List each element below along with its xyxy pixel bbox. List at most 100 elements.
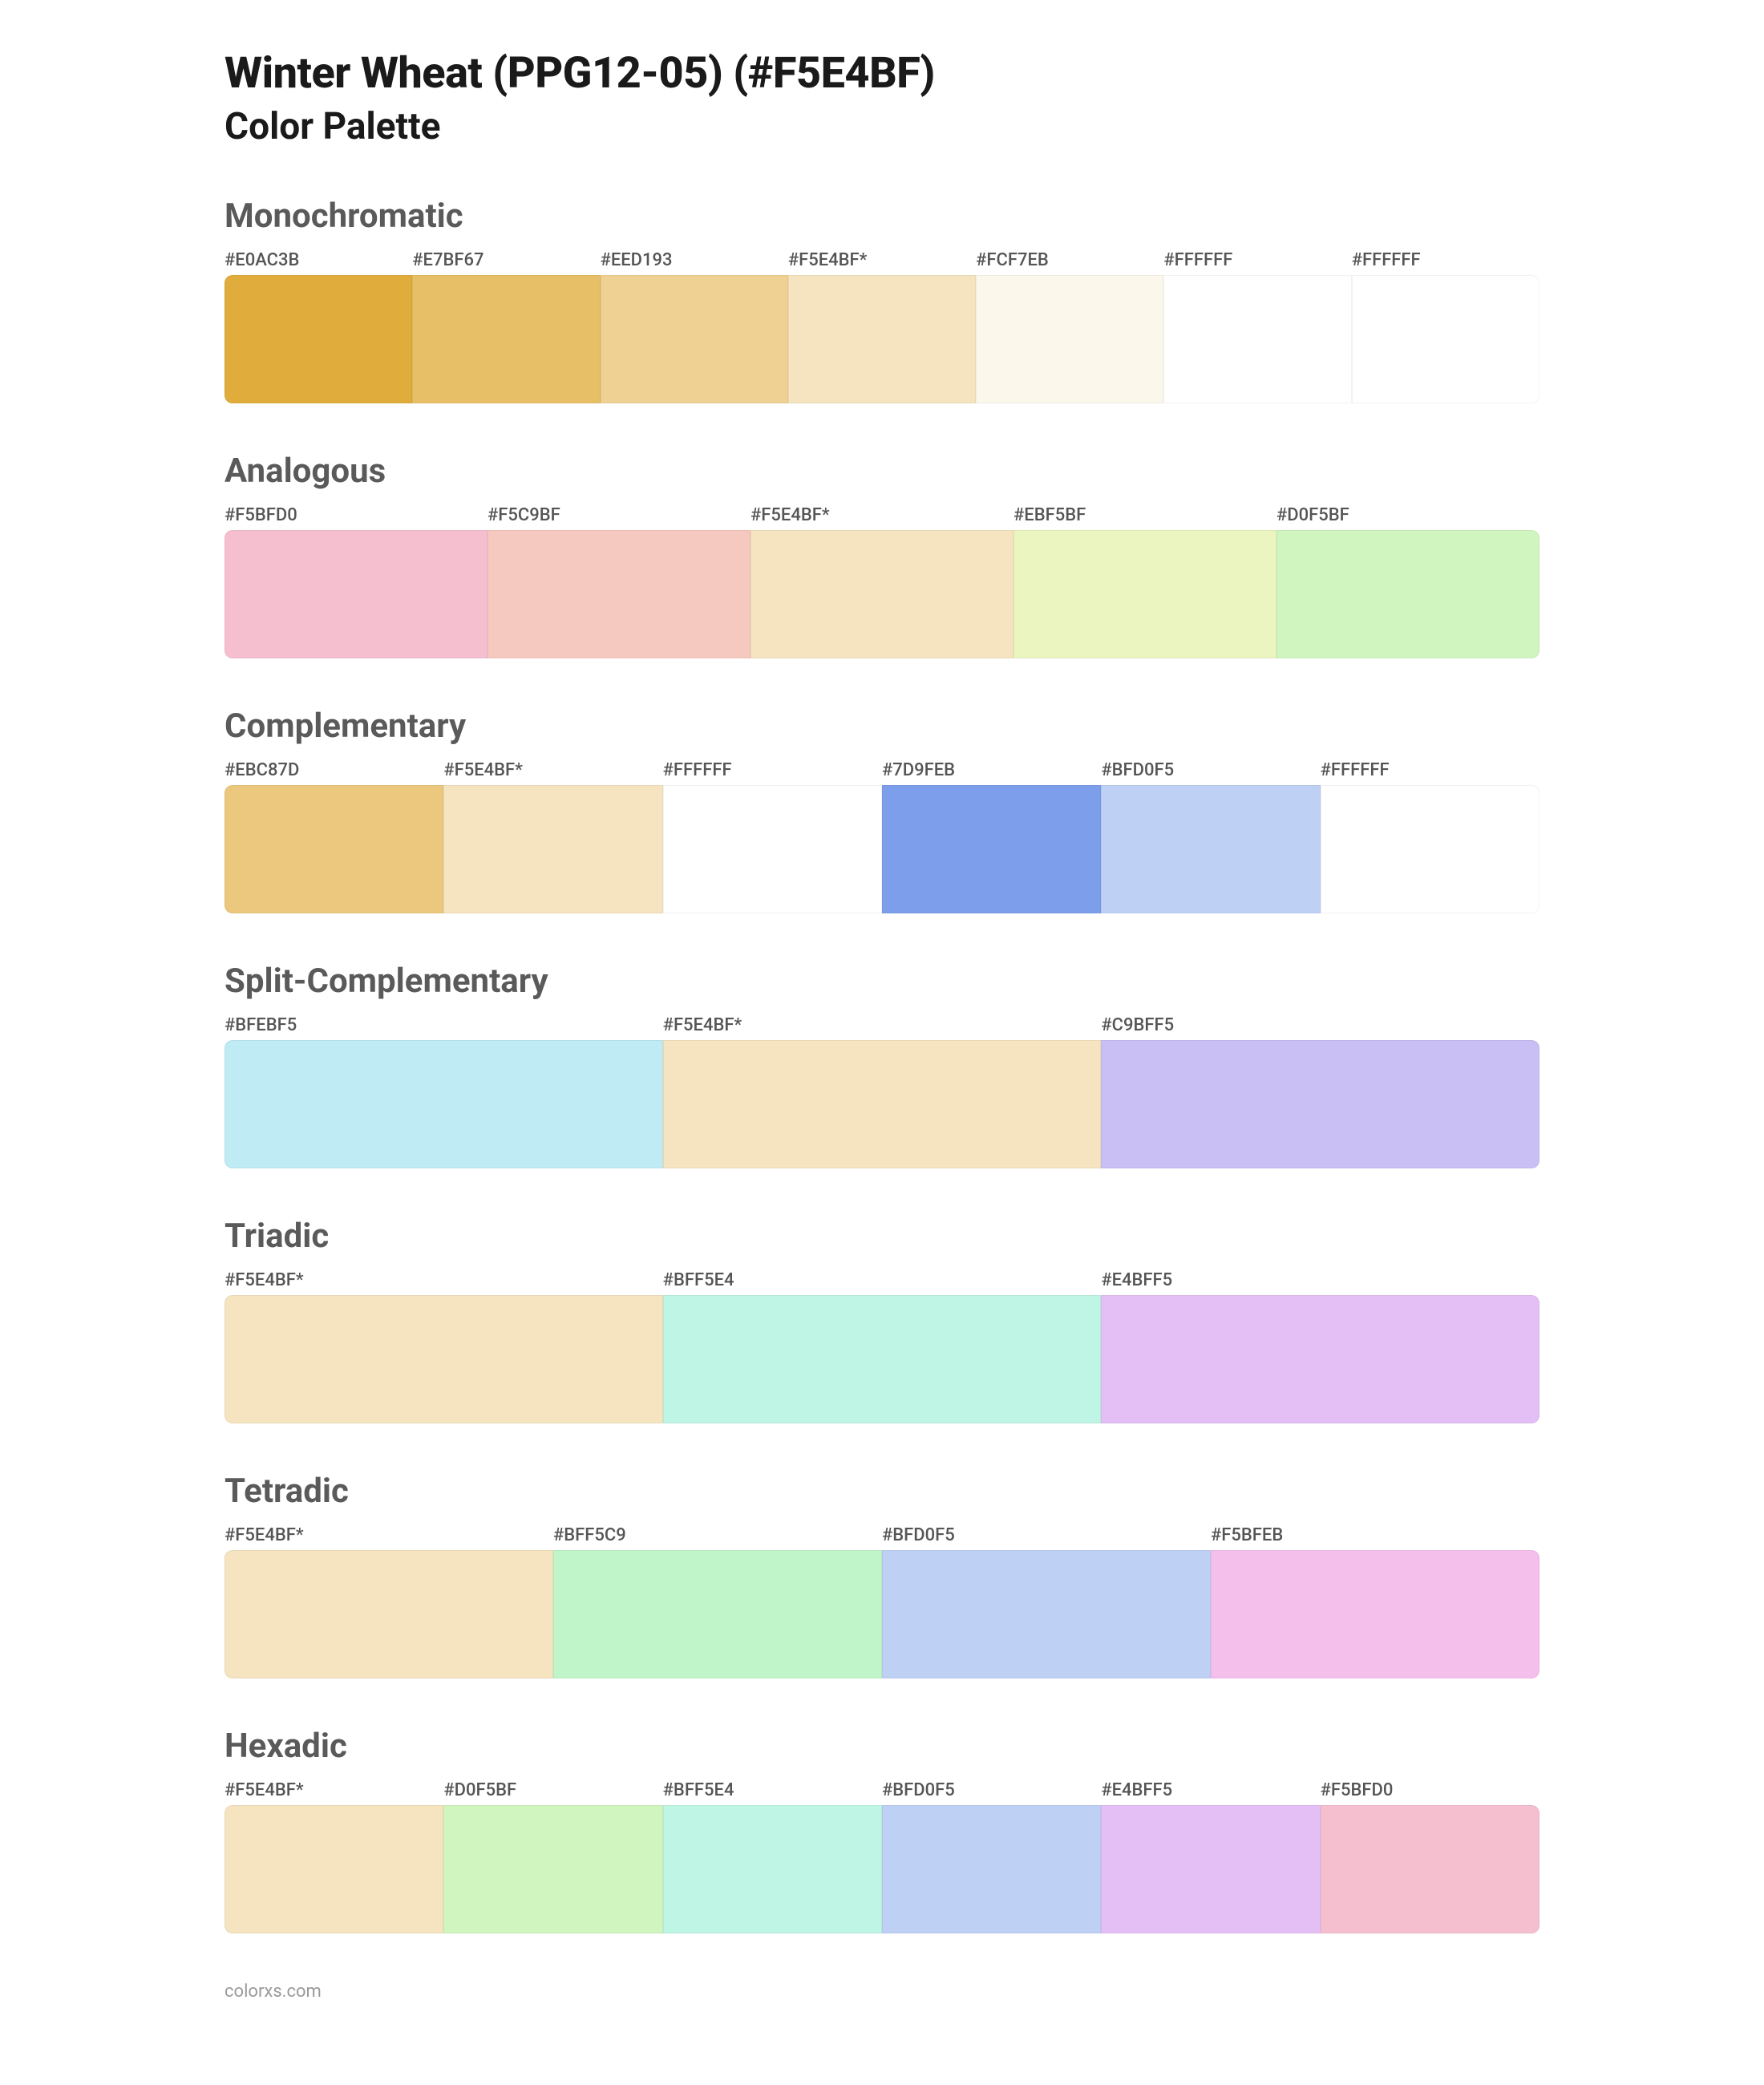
swatch-label: #F5BFD0 <box>1321 1775 1539 1805</box>
swatch-label: #F5BFD0 <box>225 500 488 530</box>
swatch-box[interactable] <box>225 1040 663 1168</box>
swatch[interactable]: #FCF7EB <box>976 245 1163 403</box>
swatch-box[interactable] <box>1101 1805 1320 1933</box>
swatch-box[interactable] <box>1101 785 1320 913</box>
group-title: Monochromatic <box>225 196 1539 236</box>
palette-group: Monochromatic #E0AC3B#E7BF67#EED193#F5E4B… <box>225 196 1539 403</box>
swatch[interactable]: #E7BF67 <box>412 245 600 403</box>
palette-group: Triadic#F5E4BF*#BFF5E4#E4BFF5 <box>225 1217 1539 1423</box>
swatch-row: #F5E4BF*#BFF5E4#E4BFF5 <box>225 1265 1539 1423</box>
swatch[interactable]: #BFEBF5 <box>225 1010 663 1168</box>
swatch-box[interactable] <box>1101 1040 1539 1168</box>
swatch-box[interactable] <box>976 275 1163 403</box>
swatch[interactable]: #F5E4BF* <box>751 500 1013 658</box>
swatch[interactable]: #BFF5C9 <box>553 1520 882 1678</box>
palette-group: Split-Complementary #BFEBF5#F5E4BF*#C9BFF… <box>225 962 1539 1168</box>
swatch-box[interactable] <box>1321 1805 1539 1933</box>
swatch[interactable]: #F5E4BF* <box>225 1775 443 1933</box>
swatch[interactable]: #FFFFFF <box>1321 755 1539 913</box>
swatch[interactable]: #C9BFF5 <box>1101 1010 1539 1168</box>
swatch[interactable]: #F5C9BF <box>488 500 751 658</box>
swatch-box[interactable] <box>882 1805 1101 1933</box>
swatch-box[interactable] <box>663 1040 1102 1168</box>
swatch[interactable]: #F5E4BF* <box>225 1520 553 1678</box>
swatch[interactable]: #FFFFFF <box>1163 245 1351 403</box>
group-title: Split-Complementary <box>225 962 1539 1001</box>
swatch[interactable]: #F5E4BF* <box>225 1265 663 1423</box>
swatch[interactable]: #F5E4BF* <box>663 1010 1102 1168</box>
swatch[interactable]: #D0F5BF <box>443 1775 662 1933</box>
swatch-label: #BFD0F5 <box>882 1775 1101 1805</box>
swatch-box[interactable] <box>882 1550 1211 1678</box>
swatch[interactable]: #7D9FEB <box>882 755 1101 913</box>
swatch[interactable]: #F5BFD0 <box>225 500 488 658</box>
swatch-box[interactable] <box>663 1295 1102 1423</box>
swatch-box[interactable] <box>1013 530 1276 658</box>
swatch-box[interactable] <box>788 275 976 403</box>
swatch[interactable]: #E4BFF5 <box>1101 1265 1539 1423</box>
swatch-box[interactable] <box>1352 275 1539 403</box>
swatch[interactable]: #BFF5E4 <box>663 1265 1102 1423</box>
swatch-label: #BFD0F5 <box>1101 755 1320 785</box>
swatch-label: #E4BFF5 <box>1101 1265 1539 1295</box>
swatch-box[interactable] <box>882 785 1101 913</box>
swatch-box[interactable] <box>225 530 488 658</box>
swatch-label: #F5E4BF* <box>225 1265 663 1295</box>
swatch-label: #FCF7EB <box>976 245 1163 275</box>
palette-group: Tetradic #F5E4BF*#BFF5C9#BFD0F5#F5BFEB <box>225 1472 1539 1678</box>
swatch-label: #C9BFF5 <box>1101 1010 1539 1040</box>
swatch[interactable]: #FFFFFF <box>1352 245 1539 403</box>
swatch[interactable]: #BFD0F5 <box>882 1520 1211 1678</box>
swatch-box[interactable] <box>225 1550 553 1678</box>
swatch-label: #BFF5C9 <box>553 1520 882 1550</box>
swatch[interactable]: #D0F5BF <box>1276 500 1539 658</box>
swatch[interactable]: #E0AC3B <box>225 245 412 403</box>
palette-container: Monochromatic#E0AC3B#E7BF67#EED193#F5E4B… <box>225 196 1539 1933</box>
swatch-box[interactable] <box>601 275 788 403</box>
swatch-box[interactable] <box>553 1550 882 1678</box>
swatch[interactable]: #EED193 <box>601 245 788 403</box>
swatch[interactable]: #F5BFEB <box>1211 1520 1539 1678</box>
swatch-box[interactable] <box>225 275 412 403</box>
swatch-row: #F5E4BF*#D0F5BF#BFF5E4#BFD0F5#E4BFF5#F5B… <box>225 1775 1539 1933</box>
swatch[interactable]: #F5BFD0 <box>1321 1775 1539 1933</box>
palette-group: Analogous#F5BFD0#F5C9BF#F5E4BF*#EBF5BF#D… <box>225 451 1539 658</box>
palette-group: Complementary#EBC87D#F5E4BF*#FFFFFF#7D9F… <box>225 706 1539 913</box>
swatch-label: #D0F5BF <box>1276 500 1539 530</box>
swatch-label: #BFF5E4 <box>663 1775 882 1805</box>
swatch-box[interactable] <box>488 530 751 658</box>
swatch-label: #D0F5BF <box>443 1775 662 1805</box>
swatch-box[interactable] <box>663 785 882 913</box>
swatch[interactable]: #EBF5BF <box>1013 500 1276 658</box>
swatch-box[interactable] <box>1211 1550 1539 1678</box>
swatch[interactable]: #F5E4BF* <box>443 755 662 913</box>
swatch-row: #BFEBF5#F5E4BF*#C9BFF5 <box>225 1010 1539 1168</box>
swatch-box[interactable] <box>225 785 443 913</box>
swatch[interactable]: #BFF5E4 <box>663 1775 882 1933</box>
swatch[interactable]: #EBC87D <box>225 755 443 913</box>
swatch[interactable]: #FFFFFF <box>663 755 882 913</box>
swatch-box[interactable] <box>1163 275 1351 403</box>
swatch-label: #F5E4BF* <box>225 1775 443 1805</box>
swatch-box[interactable] <box>1101 1295 1539 1423</box>
swatch-box[interactable] <box>443 785 662 913</box>
swatch-box[interactable] <box>412 275 600 403</box>
swatch-label: #F5E4BF* <box>225 1520 553 1550</box>
swatch[interactable]: #BFD0F5 <box>882 1775 1101 1933</box>
swatch-box[interactable] <box>443 1805 662 1933</box>
swatch-box[interactable] <box>225 1295 663 1423</box>
group-title: Hexadic <box>225 1727 1539 1766</box>
swatch-row: #F5BFD0#F5C9BF#F5E4BF*#EBF5BF#D0F5BF <box>225 500 1539 658</box>
swatch-box[interactable] <box>1276 530 1539 658</box>
swatch[interactable]: #E4BFF5 <box>1101 1775 1320 1933</box>
group-title: Tetradic <box>225 1472 1539 1511</box>
swatch-box[interactable] <box>663 1805 882 1933</box>
swatch-box[interactable] <box>1321 785 1539 913</box>
footer-credit: colorxs.com <box>225 1982 1539 2002</box>
swatch-label: #E7BF67 <box>412 245 600 275</box>
swatch[interactable]: #BFD0F5 <box>1101 755 1320 913</box>
swatch-box[interactable] <box>225 1805 443 1933</box>
swatch[interactable]: #F5E4BF* <box>788 245 976 403</box>
swatch-box[interactable] <box>751 530 1013 658</box>
group-title: Complementary <box>225 706 1539 746</box>
